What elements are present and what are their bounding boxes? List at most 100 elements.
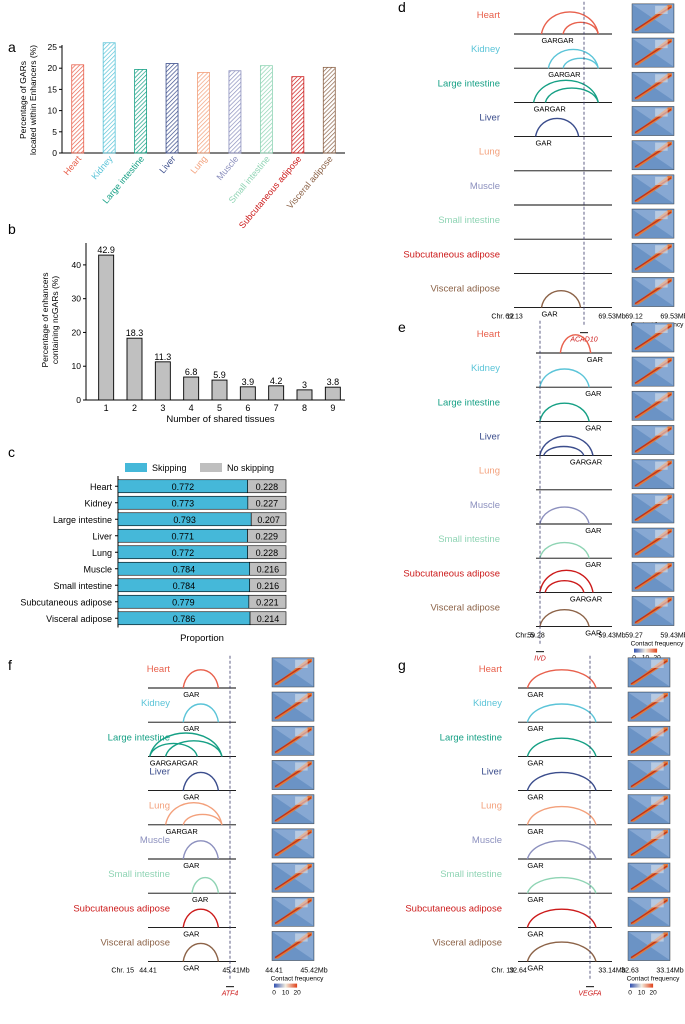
tissue-label-subcutaneous-adipose: Subcutaneous adipose	[405, 903, 502, 914]
contact-heatmap	[631, 493, 675, 524]
data-label-b: 3.8	[327, 377, 340, 387]
data-label-skipping: 0.786	[173, 614, 196, 624]
heatmap-block	[655, 393, 668, 402]
gar-label: GAR	[527, 861, 544, 870]
tissue-label-kidney: Kidney	[473, 698, 502, 709]
contact-arc	[149, 742, 198, 757]
contact-arc	[526, 806, 597, 826]
category-label-c: Small intestine	[53, 581, 112, 591]
panel-label-a: a	[8, 39, 16, 55]
heatmap-block	[655, 324, 668, 333]
y-axis-title-line1: Percentage of enhancers	[40, 273, 50, 368]
x-tick-label-a: Muscle	[214, 154, 240, 182]
colorbar-tick: 20	[293, 990, 301, 997]
bar-muscle	[228, 70, 242, 154]
y-tick-label-a: 25	[48, 42, 58, 52]
tissue-label-large-intestine: Large intestine	[438, 397, 500, 408]
contact-heatmap	[627, 725, 671, 756]
data-label-b: 5.9	[213, 370, 226, 380]
contact-heatmap	[631, 3, 675, 34]
y-tick-label-b: 0	[76, 395, 81, 405]
data-label-skipping: 0.773	[172, 498, 195, 508]
contact-arc	[182, 813, 223, 826]
contact-arc	[182, 840, 220, 860]
contact-heatmap	[631, 527, 675, 558]
data-label-no-skipping: 0.216	[257, 564, 280, 574]
contact-heatmap	[631, 322, 675, 353]
contact-heatmap	[627, 931, 671, 961]
contact-heatmap	[631, 140, 675, 171]
contact-arc	[191, 876, 220, 894]
contact-arc	[182, 703, 220, 723]
heatmap-block	[655, 530, 668, 539]
tissue-label-lung: Lung	[479, 466, 500, 477]
contact-arc	[562, 21, 599, 35]
contact-heatmap	[271, 931, 315, 961]
contact-heatmap	[631, 596, 675, 626]
contact-arc	[559, 334, 592, 354]
bar-shared-7	[268, 385, 285, 401]
legend-swatch-skipping	[125, 463, 147, 472]
tissue-label-heart: Heart	[479, 664, 503, 675]
data-label-no-skipping: 0.229	[255, 531, 278, 541]
bar-shared-8	[296, 389, 313, 401]
bar-no-skipping	[249, 611, 287, 626]
heatmap-coord-end: 33.14Mb	[656, 968, 683, 975]
category-label-c: Liver	[92, 531, 112, 541]
tissue-label-visceral-adipose: Visceral adipose	[432, 938, 502, 949]
gar-label: GAR	[541, 310, 558, 319]
category-label-c: Muscle	[83, 564, 112, 574]
gar-label: GAR	[183, 964, 200, 973]
contact-arc	[534, 117, 580, 137]
data-label-skipping: 0.779	[172, 597, 195, 607]
bar-no-skipping	[247, 479, 287, 494]
contact-arc	[164, 740, 223, 757]
gar-label: GAR	[527, 758, 544, 767]
contact-heatmap	[271, 725, 315, 756]
heatmap-block	[651, 694, 664, 703]
contact-heatmap	[631, 356, 675, 387]
x-tick-label-b: 6	[245, 403, 250, 413]
heatmap-block	[655, 74, 668, 83]
chromosome-label: Chr. 19	[491, 968, 514, 975]
heatmap-coord-start: 44.41	[265, 968, 283, 975]
bar-visceral-adipose	[322, 66, 336, 154]
gene-label: VEGFA	[578, 991, 602, 998]
data-label-b: 3.9	[242, 377, 255, 387]
category-label-c: Lung	[92, 548, 112, 558]
category-label-c: Large intestine	[53, 515, 112, 525]
category-label-c: Subcutaneous adipose	[20, 597, 112, 607]
gar-label: GAR	[183, 724, 200, 733]
heatmap-block	[651, 659, 664, 668]
y-axis-title-a: Percentage of GARslocated within Enhance…	[18, 45, 38, 155]
bar-shared-4	[183, 376, 200, 401]
panel-label-d: d	[398, 0, 406, 15]
tissue-label-lung: Lung	[149, 801, 170, 812]
x-axis-title-b: Number of shared tissues	[166, 414, 274, 425]
bar-shared-5	[211, 379, 228, 401]
x-tick-label-a: Heart	[61, 153, 83, 177]
data-label-no-skipping: 0.221	[256, 597, 279, 607]
gar-label: GAR	[586, 458, 603, 467]
coord-end: 45.41Mb	[222, 968, 249, 975]
panel-label-b: b	[8, 221, 16, 237]
contact-arc	[526, 703, 597, 723]
bar-no-skipping	[250, 512, 287, 527]
bar-shared-1	[98, 254, 115, 401]
tissue-label-small-intestine: Small intestine	[440, 869, 502, 880]
contact-arc	[539, 402, 590, 422]
tissue-label-visceral-adipose: Visceral adipose	[430, 284, 500, 295]
gar-label: GAR	[541, 36, 558, 45]
contact-arc	[544, 580, 585, 593]
contact-arc	[526, 771, 597, 791]
y-tick-label-a: 15	[48, 84, 58, 94]
tissue-label-kidney: Kidney	[141, 698, 170, 709]
bar-shared-2	[126, 337, 143, 401]
data-label-no-skipping: 0.216	[257, 581, 280, 591]
contact-frequency-title: Contact frequency	[271, 976, 325, 983]
y-tick-label-a: 5	[52, 127, 57, 137]
tissue-label-lung: Lung	[481, 801, 502, 812]
tissue-label-subcutaneous-adipose: Subcutaneous adipose	[403, 568, 500, 579]
coord-start: 32.64	[509, 968, 527, 975]
